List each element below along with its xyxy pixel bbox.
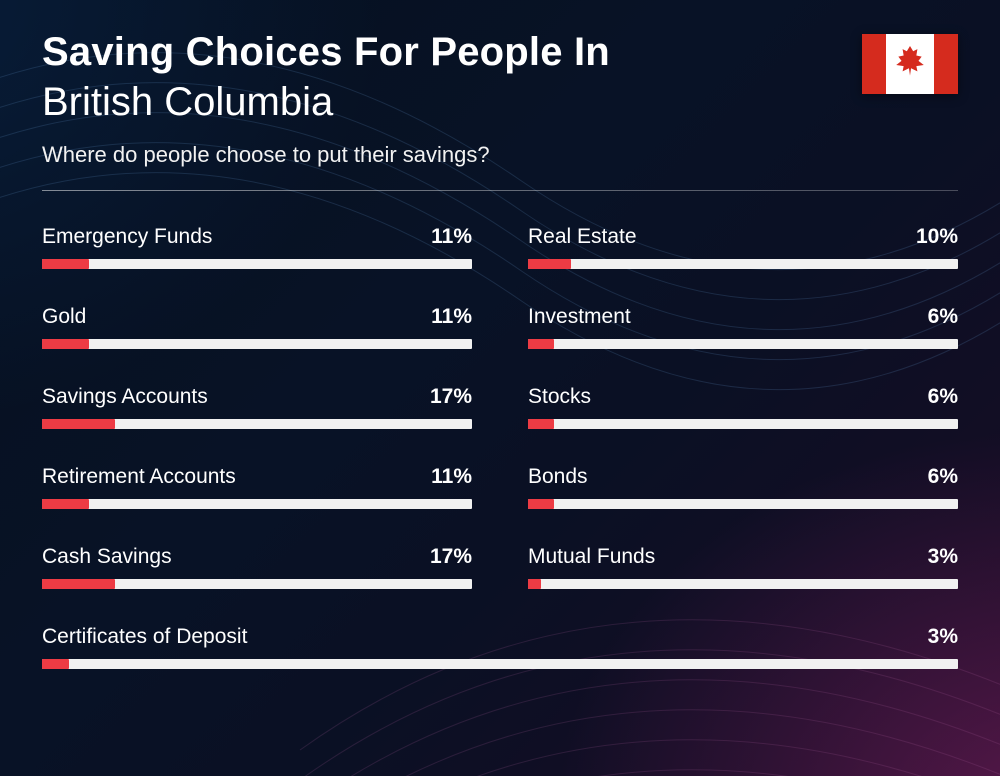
bar-item: Bonds 6% xyxy=(528,465,958,509)
bar-item: Cash Savings 17% xyxy=(42,545,472,589)
bar-fill xyxy=(528,419,554,429)
bar-value: 11% xyxy=(431,465,472,489)
bar-value: 6% xyxy=(928,305,958,329)
bar-item-head: Bonds 6% xyxy=(528,465,958,489)
bar-item-head: Investment 6% xyxy=(528,305,958,329)
bar-fill xyxy=(42,659,69,669)
bar-label: Bonds xyxy=(528,465,588,489)
bar-item-head: Certificates of Deposit 3% xyxy=(42,625,958,649)
header-row: Saving Choices For People In British Col… xyxy=(42,30,958,168)
bar-fill xyxy=(528,259,571,269)
bar-track xyxy=(528,499,958,509)
page-subtitle: Where do people choose to put their savi… xyxy=(42,142,862,168)
bar-item-head: Savings Accounts 17% xyxy=(42,385,472,409)
bar-item: Gold 11% xyxy=(42,305,472,349)
bar-value: 11% xyxy=(431,305,472,329)
content-panel: Saving Choices For People In British Col… xyxy=(0,0,1000,669)
bar-label: Savings Accounts xyxy=(42,385,208,409)
bar-item: Certificates of Deposit 3% xyxy=(42,625,958,669)
bar-value: 17% xyxy=(430,545,472,569)
title-block: Saving Choices For People In British Col… xyxy=(42,30,862,168)
bar-fill xyxy=(42,419,115,429)
bar-label: Stocks xyxy=(528,385,591,409)
bar-track xyxy=(528,339,958,349)
bar-item-head: Cash Savings 17% xyxy=(42,545,472,569)
bar-label: Real Estate xyxy=(528,225,637,249)
bar-label: Investment xyxy=(528,305,631,329)
bar-track xyxy=(528,579,958,589)
page-title-line1: Saving Choices For People In xyxy=(42,30,862,74)
bar-label: Cash Savings xyxy=(42,545,172,569)
bar-fill xyxy=(528,499,554,509)
bar-track xyxy=(42,659,958,669)
bar-fill xyxy=(528,579,541,589)
bar-item: Real Estate 10% xyxy=(528,225,958,269)
bar-item-head: Emergency Funds 11% xyxy=(42,225,472,249)
bar-item: Retirement Accounts 11% xyxy=(42,465,472,509)
bar-value: 6% xyxy=(928,385,958,409)
bar-track xyxy=(528,419,958,429)
canada-flag-icon xyxy=(862,34,958,94)
bar-item-head: Stocks 6% xyxy=(528,385,958,409)
bar-track xyxy=(42,499,472,509)
bar-fill xyxy=(42,499,89,509)
bar-value: 3% xyxy=(928,625,958,649)
bar-fill xyxy=(42,259,89,269)
bar-value: 11% xyxy=(431,225,472,249)
bar-label: Retirement Accounts xyxy=(42,465,236,489)
header-divider xyxy=(42,190,958,191)
bar-label: Gold xyxy=(42,305,86,329)
bar-value: 10% xyxy=(916,225,958,249)
bar-track xyxy=(42,339,472,349)
bar-track xyxy=(528,259,958,269)
bar-item-head: Gold 11% xyxy=(42,305,472,329)
bar-item-head: Mutual Funds 3% xyxy=(528,545,958,569)
bar-label: Emergency Funds xyxy=(42,225,212,249)
page-title-line2: British Columbia xyxy=(42,80,862,124)
bar-item-head: Retirement Accounts 11% xyxy=(42,465,472,489)
bars-grid: Emergency Funds 11% Real Estate 10% Gold 11% I… xyxy=(42,225,958,669)
bar-item: Mutual Funds 3% xyxy=(528,545,958,589)
bar-item: Stocks 6% xyxy=(528,385,958,429)
flag-container xyxy=(862,30,958,94)
bar-item-head: Real Estate 10% xyxy=(528,225,958,249)
bar-value: 17% xyxy=(430,385,472,409)
bar-track xyxy=(42,419,472,429)
bar-track xyxy=(42,579,472,589)
bar-item: Investment 6% xyxy=(528,305,958,349)
bar-fill xyxy=(42,579,115,589)
bar-value: 6% xyxy=(928,465,958,489)
bar-item: Emergency Funds 11% xyxy=(42,225,472,269)
bar-label: Certificates of Deposit xyxy=(42,625,247,649)
bar-fill xyxy=(528,339,554,349)
bar-fill xyxy=(42,339,89,349)
bar-value: 3% xyxy=(928,545,958,569)
bar-label: Mutual Funds xyxy=(528,545,655,569)
bar-item: Savings Accounts 17% xyxy=(42,385,472,429)
bar-track xyxy=(42,259,472,269)
